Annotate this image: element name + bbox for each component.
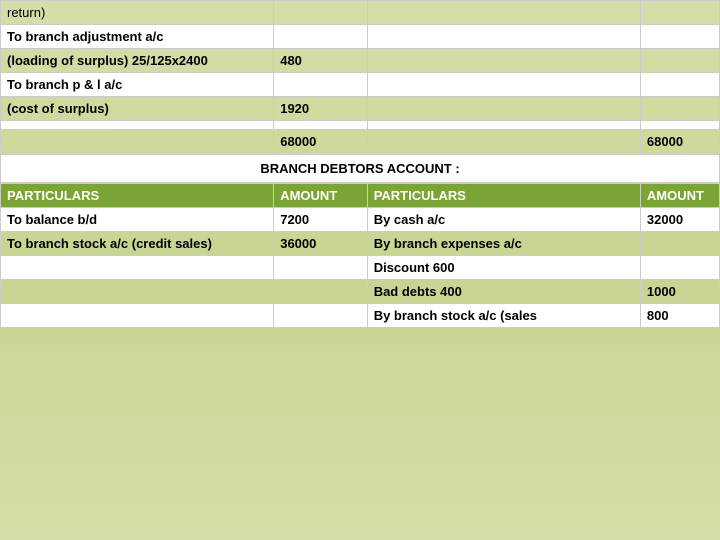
table-row: Bad debts 4001000 [1, 280, 720, 304]
cell [640, 73, 719, 97]
table-row: (loading of surplus) 25/125x2400480 [1, 49, 720, 73]
cell [367, 49, 640, 73]
cell: (cost of surplus) [1, 97, 274, 121]
cell [640, 97, 719, 121]
section-title: BRANCH DEBTORS ACCOUNT : [0, 154, 720, 183]
upper-table: return)To branch adjustment a/c(loading … [0, 0, 720, 154]
cell: 480 [274, 49, 367, 73]
cell [367, 25, 640, 49]
table-row: (cost of surplus)1920 [1, 97, 720, 121]
cell: 36000 [274, 232, 367, 256]
debtors-header-row: PARTICULARS AMOUNT PARTICULARS AMOUNT [1, 184, 720, 208]
cell: To balance b/d [1, 208, 274, 232]
cell: Bad debts 400 [367, 280, 640, 304]
table-row: To branch adjustment a/c [1, 25, 720, 49]
cell: (loading of surplus) 25/125x2400 [1, 49, 274, 73]
cell [274, 304, 367, 328]
cell [274, 121, 367, 130]
table-row: To branch stock a/c (credit sales)36000B… [1, 232, 720, 256]
cell [367, 73, 640, 97]
cell: To branch adjustment a/c [1, 25, 274, 49]
header-particulars-1: PARTICULARS [1, 184, 274, 208]
debtors-table: PARTICULARS AMOUNT PARTICULARS AMOUNT To… [0, 183, 720, 328]
cell [640, 49, 719, 73]
cell [1, 304, 274, 328]
cell [367, 121, 640, 130]
cell [640, 1, 719, 25]
cell: 1000 [640, 280, 719, 304]
cell [274, 73, 367, 97]
cell: To branch stock a/c (credit sales) [1, 232, 274, 256]
cell [367, 97, 640, 121]
table-row: By branch stock a/c (sales800 [1, 304, 720, 328]
cell [274, 1, 367, 25]
cell [274, 280, 367, 304]
cell [1, 121, 274, 130]
table-row [1, 121, 720, 130]
cell: By branch expenses a/c [367, 232, 640, 256]
table-row: 68000 68000 [1, 130, 720, 154]
cell [274, 25, 367, 49]
table-row: return) [1, 1, 720, 25]
cell: Discount 600 [367, 256, 640, 280]
cell [640, 121, 719, 130]
cell [640, 25, 719, 49]
header-amount-2: AMOUNT [640, 184, 719, 208]
header-particulars-2: PARTICULARS [367, 184, 640, 208]
cell: 68000 [274, 130, 367, 154]
cell [1, 256, 274, 280]
table-row: To branch p & l a/c [1, 73, 720, 97]
cell [1, 130, 274, 154]
cell [367, 1, 640, 25]
cell: 1920 [274, 97, 367, 121]
cell [640, 256, 719, 280]
cell: To branch p & l a/c [1, 73, 274, 97]
cell [1, 280, 274, 304]
cell: By cash a/c [367, 208, 640, 232]
cell: By branch stock a/c (sales [367, 304, 640, 328]
cell [274, 256, 367, 280]
cell: 7200 [274, 208, 367, 232]
cell: return) [1, 1, 274, 25]
header-amount-1: AMOUNT [274, 184, 367, 208]
cell: 800 [640, 304, 719, 328]
cell [367, 130, 640, 154]
cell: 32000 [640, 208, 719, 232]
cell [640, 232, 719, 256]
table-row: Discount 600 [1, 256, 720, 280]
table-row: To balance b/d7200By cash a/c32000 [1, 208, 720, 232]
cell: 68000 [640, 130, 719, 154]
